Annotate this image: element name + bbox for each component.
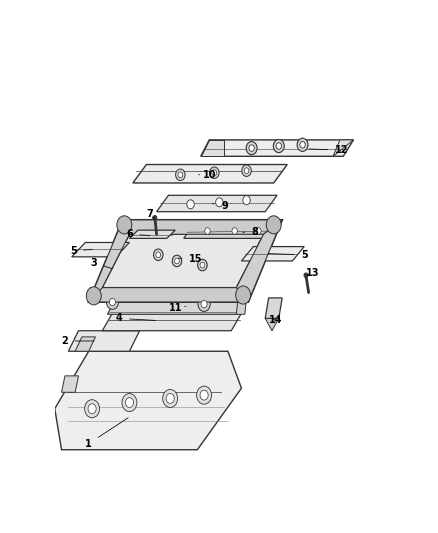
Text: 1: 1 [85,418,128,449]
Text: 13: 13 [306,268,319,278]
Polygon shape [55,351,241,450]
Text: 8: 8 [243,227,258,237]
Circle shape [117,216,132,234]
Circle shape [153,215,157,220]
Circle shape [246,142,257,155]
Text: 12: 12 [309,145,348,155]
Circle shape [273,140,284,152]
Circle shape [200,262,205,268]
Circle shape [256,228,261,235]
Polygon shape [265,298,282,318]
Polygon shape [237,298,247,314]
Circle shape [197,386,212,404]
Polygon shape [237,220,282,302]
Circle shape [122,393,137,411]
Circle shape [297,138,308,151]
Polygon shape [61,376,78,392]
Circle shape [154,249,163,261]
Circle shape [176,169,185,181]
Circle shape [172,255,182,266]
Polygon shape [88,220,130,302]
Text: 7: 7 [146,209,154,219]
Circle shape [212,170,217,175]
Polygon shape [68,330,140,351]
Circle shape [300,142,305,148]
Text: 11: 11 [169,303,186,313]
Circle shape [110,298,116,306]
Circle shape [236,286,251,304]
Circle shape [209,167,219,179]
Circle shape [198,297,210,311]
Circle shape [178,172,183,177]
Circle shape [162,390,178,407]
Polygon shape [156,195,277,212]
Circle shape [201,301,207,308]
Circle shape [215,198,223,207]
Text: 3: 3 [90,258,113,269]
Polygon shape [75,337,95,351]
Text: 4: 4 [116,313,155,324]
Circle shape [266,216,281,234]
Circle shape [232,228,237,235]
Circle shape [304,273,308,278]
Polygon shape [241,247,304,261]
Polygon shape [333,140,353,156]
Circle shape [125,398,134,407]
Circle shape [198,260,207,271]
Text: 9: 9 [212,200,228,211]
Circle shape [243,196,250,205]
Polygon shape [107,302,245,314]
Polygon shape [102,235,264,288]
Circle shape [187,200,194,209]
Circle shape [242,165,251,176]
Polygon shape [72,243,130,257]
Polygon shape [184,224,279,238]
Text: 5: 5 [268,250,307,260]
Circle shape [249,145,254,151]
Text: 6: 6 [126,229,150,239]
Circle shape [205,228,210,235]
Circle shape [86,287,101,305]
Text: 2: 2 [62,336,94,346]
Circle shape [85,400,99,418]
Polygon shape [88,288,250,302]
Polygon shape [265,318,279,330]
Polygon shape [201,140,353,156]
Circle shape [244,168,249,174]
Polygon shape [130,230,175,238]
Circle shape [276,143,282,149]
Polygon shape [201,140,224,156]
Polygon shape [88,220,282,302]
Circle shape [175,258,179,264]
Text: 10: 10 [199,170,216,180]
Circle shape [156,252,161,257]
Text: 15: 15 [178,254,202,264]
Circle shape [200,390,208,400]
Polygon shape [133,165,287,183]
Circle shape [88,404,96,414]
Polygon shape [102,310,243,330]
Circle shape [106,295,119,309]
Polygon shape [121,220,282,235]
Text: 5: 5 [70,246,92,256]
Circle shape [166,393,174,403]
Text: 14: 14 [268,316,282,326]
